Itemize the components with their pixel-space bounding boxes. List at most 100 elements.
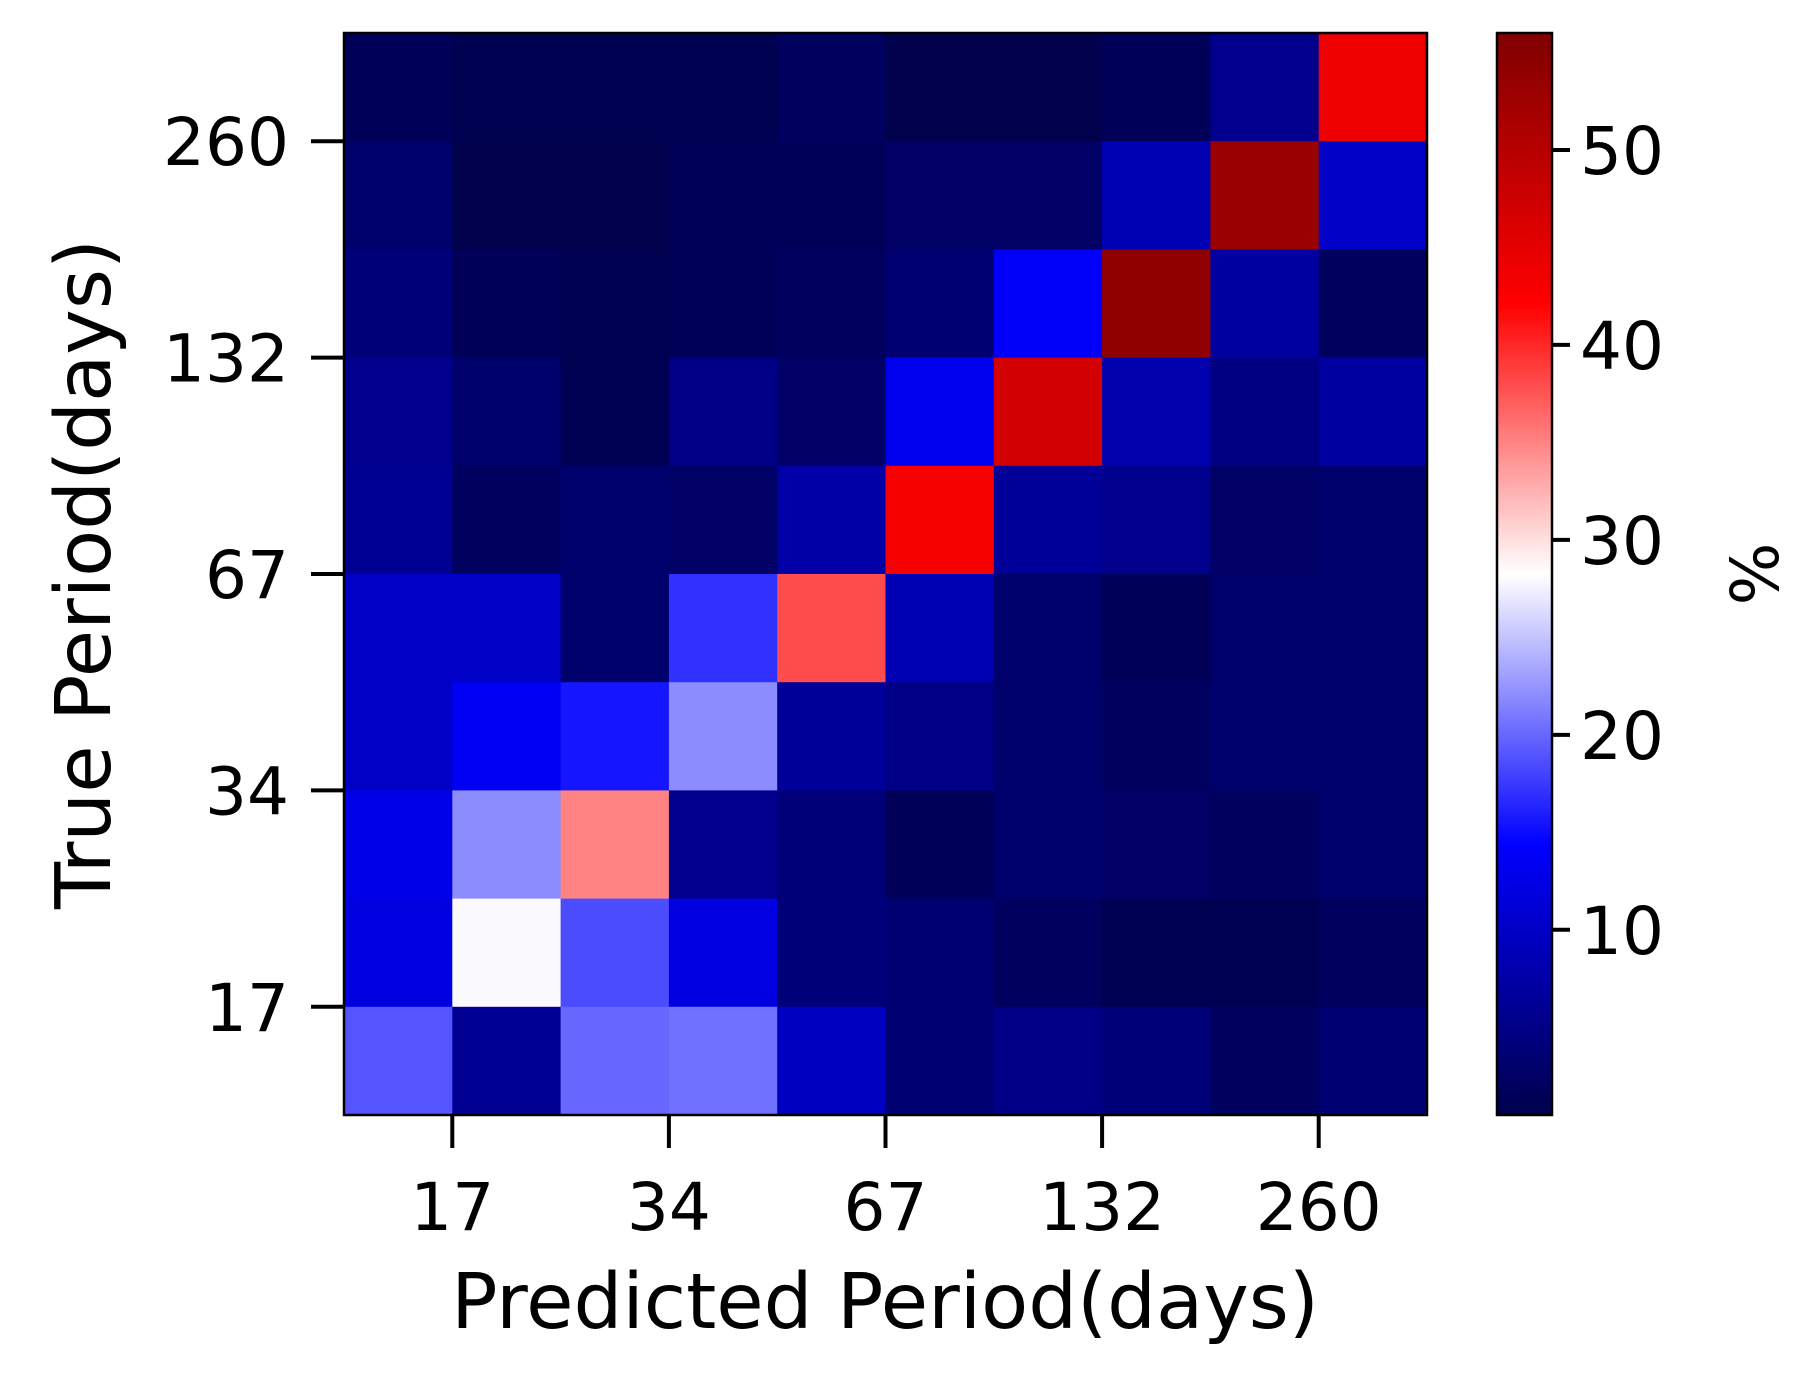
heatmap-cell: [885, 898, 995, 1008]
x-tick-label: 260: [1256, 1169, 1382, 1246]
heatmap-cell: [777, 33, 887, 142]
heatmap-cell: [993, 790, 1103, 900]
colorbar-tick-label: 20: [1580, 698, 1664, 775]
heatmap-cell: [777, 357, 887, 467]
heatmap-cell: [1318, 574, 1428, 683]
heatmap-cell: [885, 357, 995, 467]
heatmap-cell: [668, 790, 778, 900]
heatmap-cell: [885, 465, 995, 575]
heatmap-cell: [668, 574, 778, 683]
heatmap-cell: [1318, 465, 1428, 575]
heatmap-cell: [1102, 141, 1211, 250]
heatmap-cell: [344, 790, 453, 900]
heatmap-cell: [777, 898, 887, 1008]
heatmap-cell: [1210, 682, 1320, 791]
heatmap-cell: [560, 357, 670, 467]
heatmap-cell: [452, 249, 562, 359]
heatmap-cell: [1318, 1006, 1428, 1116]
heatmap-cell: [1318, 898, 1428, 1008]
heatmap-cell: [344, 682, 453, 791]
heatmap-cell: [452, 898, 562, 1008]
x-axis-ticks: 17 34 67 132 260: [410, 1115, 1382, 1246]
heatmap-cell: [885, 682, 995, 791]
heatmap-cell: [1210, 898, 1320, 1008]
heatmap-cell: [1210, 1006, 1320, 1116]
heatmap-cell: [885, 790, 995, 900]
heatmap-cell: [560, 574, 670, 683]
heatmap-cell: [993, 249, 1103, 359]
heatmap-cell: [1318, 682, 1428, 791]
colorbar-tick-label: 40: [1580, 308, 1664, 385]
heatmap-cell: [344, 465, 453, 575]
colorbar-tick-label: 30: [1580, 503, 1664, 580]
heatmap-cell: [1318, 141, 1428, 250]
heatmap-cell: [1318, 249, 1428, 359]
heatmap-cell: [1102, 574, 1211, 683]
heatmap-cell: [993, 574, 1103, 683]
heatmap-cell: [452, 574, 562, 683]
heatmap-cell: [1102, 682, 1211, 791]
heatmap-cell: [1102, 898, 1211, 1008]
x-tick-label: 132: [1039, 1169, 1165, 1246]
heatmap-cell: [668, 898, 778, 1008]
heatmap-cell: [777, 141, 887, 250]
heatmap-cell: [668, 357, 778, 467]
heatmap-cell: [452, 1006, 562, 1116]
heatmap-cell: [668, 249, 778, 359]
colorbar-ticks: 10 20 30 40 50: [1552, 113, 1664, 970]
heatmap-cell: [344, 357, 453, 467]
heatmap-cell: [560, 141, 670, 250]
heatmap-cell: [777, 790, 887, 900]
heatmap-cell: [344, 898, 453, 1008]
heatmap-cell: [993, 357, 1103, 467]
heatmap-cell: [1210, 790, 1320, 900]
heatmap-cell: [344, 249, 453, 359]
heatmap-cell: [993, 33, 1103, 142]
x-axis-label: Predicted Period(days): [451, 1258, 1319, 1347]
y-tick-label: 132: [163, 321, 289, 398]
heatmap-cell: [885, 1006, 995, 1116]
x-tick-label: 34: [627, 1169, 711, 1246]
heatmap-cell: [1210, 141, 1320, 250]
heatmap-cell: [1102, 357, 1211, 467]
heatmap-cell: [344, 141, 453, 250]
heatmap-cell: [668, 465, 778, 575]
heatmap-cell: [344, 1006, 453, 1116]
heatmap-cell: [452, 682, 562, 791]
colorbar-tick-label: 10: [1580, 893, 1664, 970]
heatmap-cell: [993, 1006, 1103, 1116]
heatmap-cell: [1318, 33, 1428, 142]
heatmap-cell: [560, 790, 670, 900]
heatmap-cell: [885, 249, 995, 359]
heatmap-cell: [993, 898, 1103, 1008]
heatmap-cell: [777, 574, 887, 683]
heatmap-cell: [452, 141, 562, 250]
heatmap-cell: [1210, 357, 1320, 467]
heatmap-cell: [1210, 33, 1320, 142]
heatmap-cell: [993, 465, 1103, 575]
x-tick-label: 17: [410, 1169, 494, 1246]
heatmap-cell: [1318, 790, 1428, 900]
colorbar-label: %: [1714, 543, 1791, 606]
heatmap-cell: [452, 790, 562, 900]
y-tick-label: 17: [205, 970, 289, 1047]
heatmap-cell: [1102, 465, 1211, 575]
heatmap-cell: [1318, 357, 1428, 467]
heatmap-cell: [452, 465, 562, 575]
heatmap-cell: [668, 141, 778, 250]
heatmap-cell: [668, 682, 778, 791]
heatmap-cell: [452, 357, 562, 467]
heatmap-cell: [668, 1006, 778, 1116]
heatmap-cell: [560, 249, 670, 359]
heatmap-cell: [1102, 249, 1211, 359]
heatmap-cell: [777, 682, 887, 791]
y-axis-ticks: 17 34 67 132 260: [163, 104, 344, 1047]
x-tick-label: 67: [844, 1169, 928, 1246]
heatmap-cell: [1102, 33, 1211, 142]
heatmap-cell: [344, 574, 453, 683]
heatmap-cell: [560, 1006, 670, 1116]
heatmap-cell: [1102, 1006, 1211, 1116]
heatmap-cell: [1210, 249, 1320, 359]
colorbar: [1495, 31, 1554, 1117]
heatmap-cell: [993, 141, 1103, 250]
